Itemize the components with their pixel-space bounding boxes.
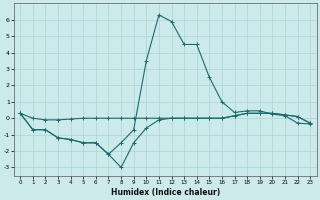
X-axis label: Humidex (Indice chaleur): Humidex (Indice chaleur) xyxy=(111,188,220,197)
